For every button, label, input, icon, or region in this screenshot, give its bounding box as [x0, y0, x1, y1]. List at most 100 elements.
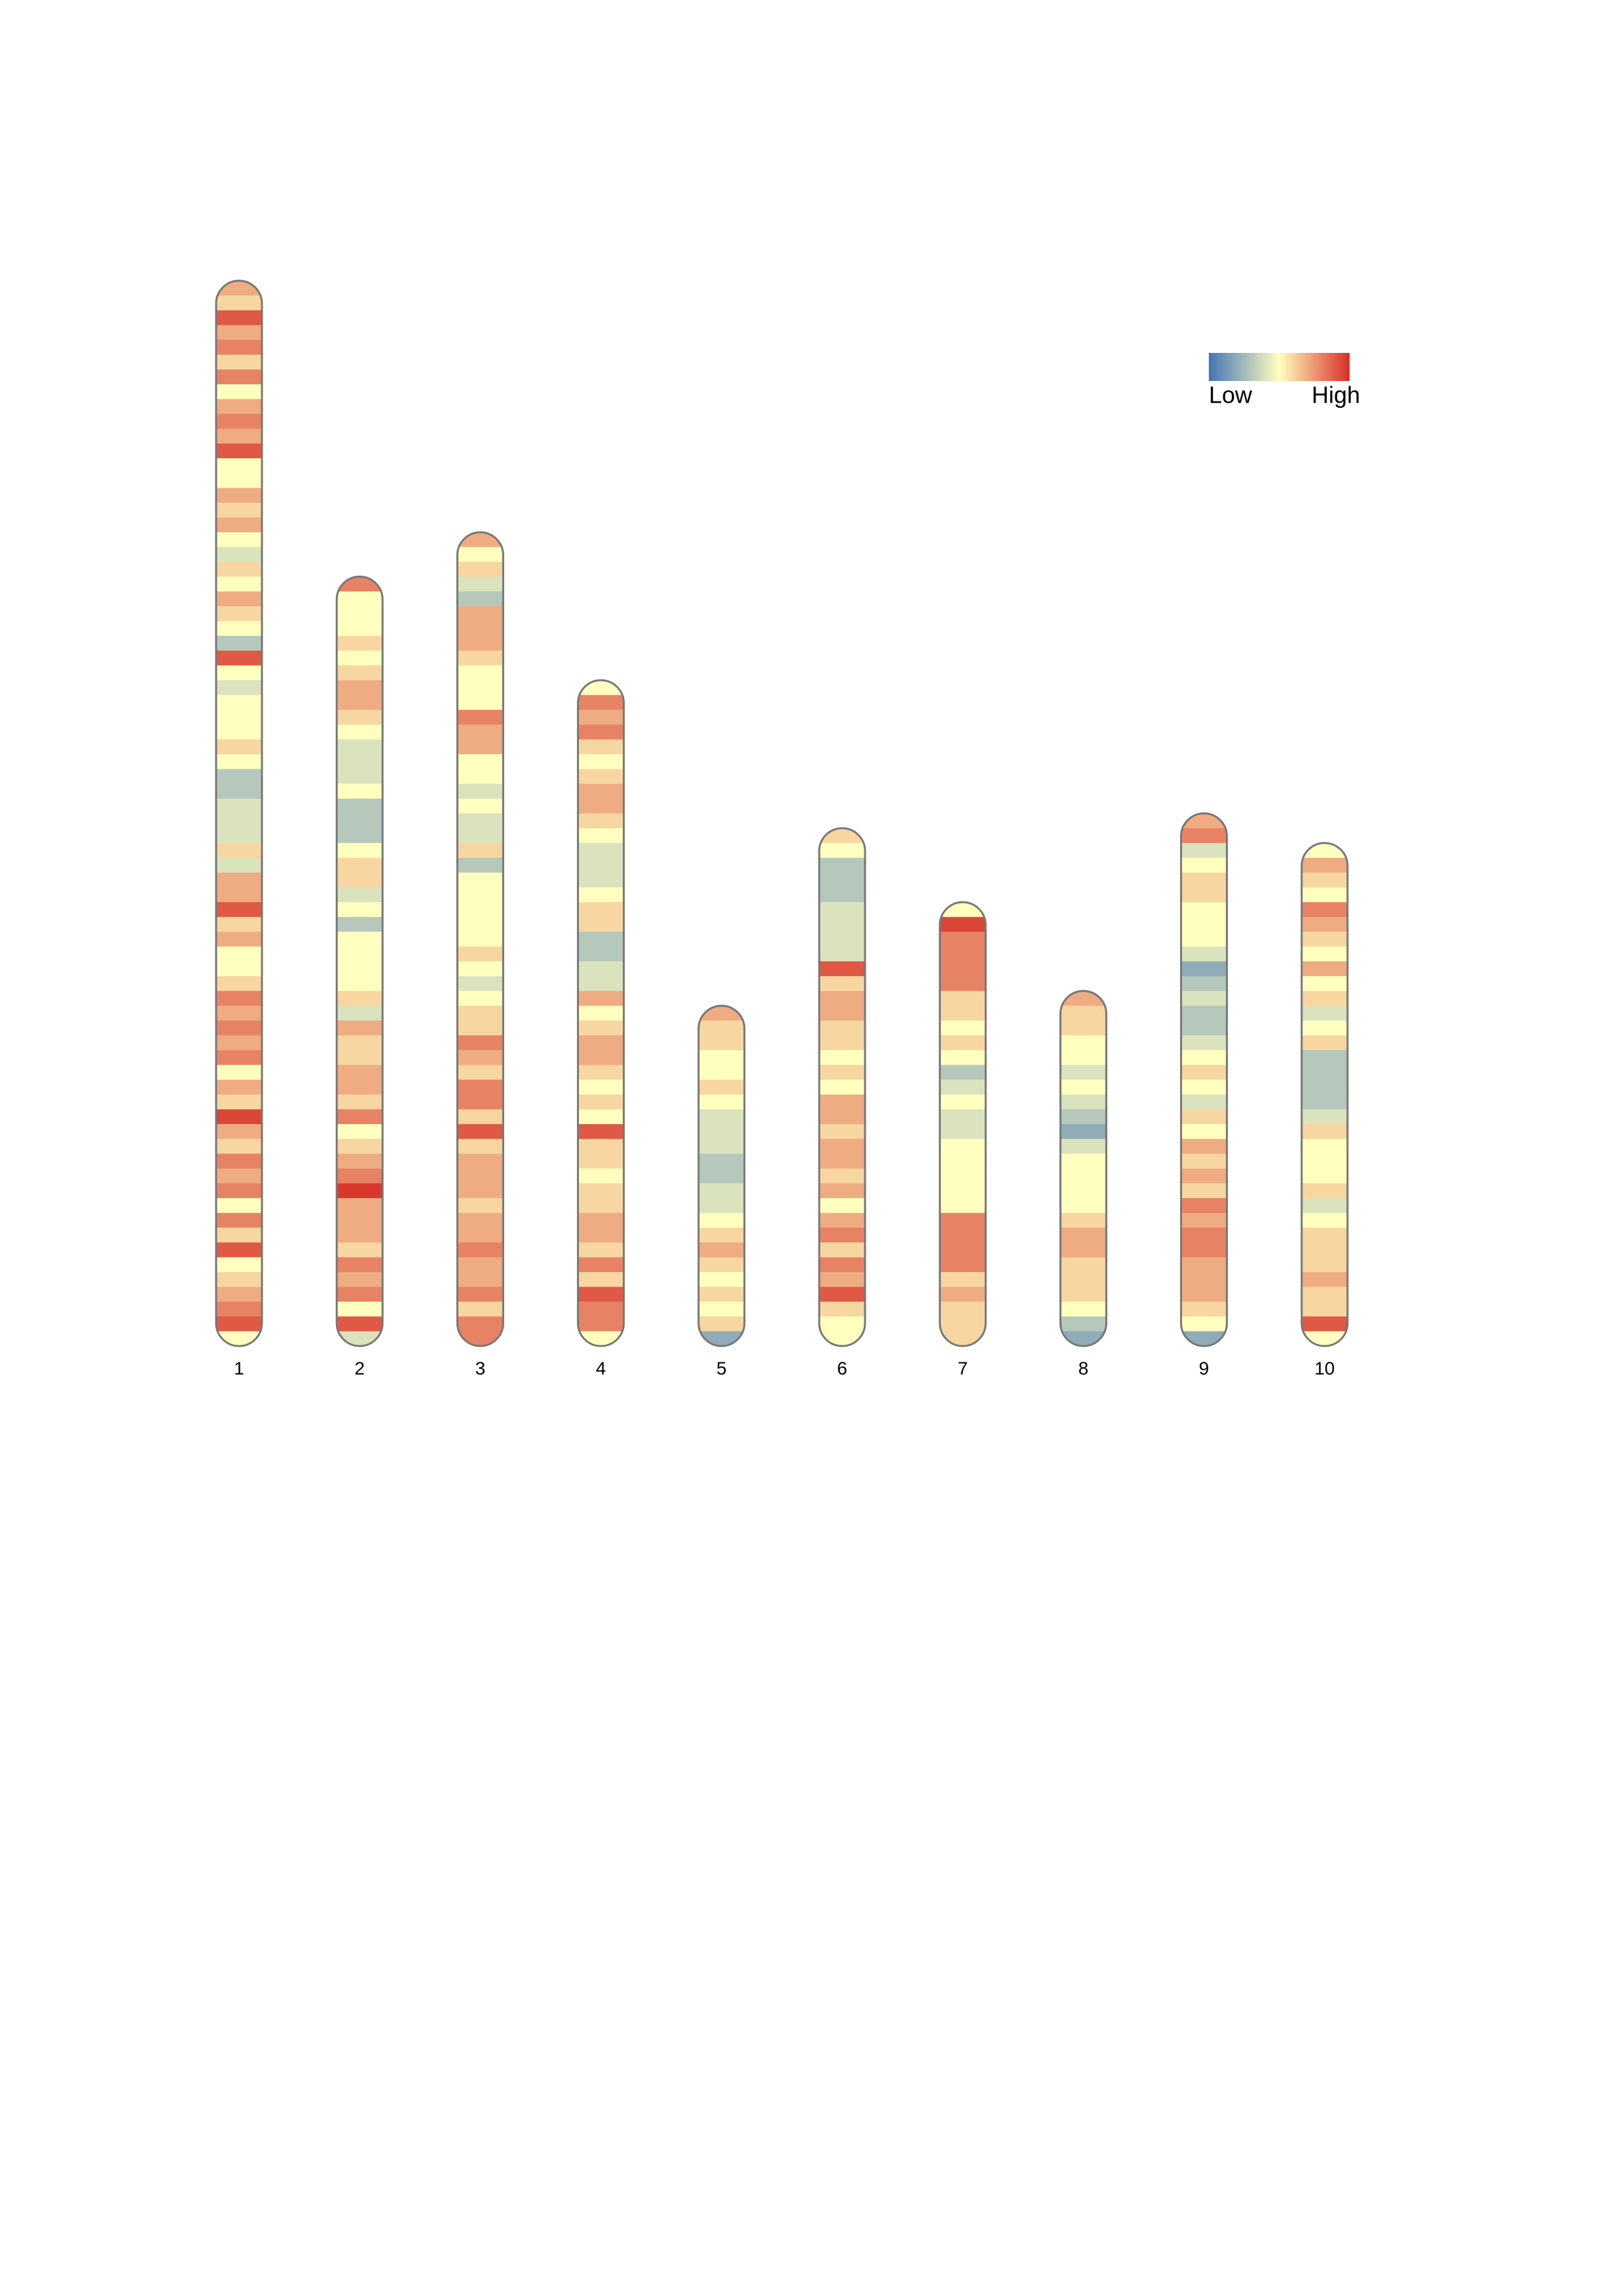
density-bin [578, 991, 624, 1006]
density-bin [457, 547, 504, 562]
density-bin [578, 1020, 624, 1036]
density-bin [940, 1139, 986, 1154]
density-bin [337, 917, 383, 932]
density-bin [819, 1050, 865, 1066]
density-bin [940, 1020, 986, 1036]
density-bin [1181, 976, 1227, 992]
density-bin [1181, 1050, 1227, 1066]
density-bin [819, 1109, 865, 1125]
density-bin [1301, 1109, 1348, 1125]
density-bin [1060, 1109, 1107, 1125]
chromosome-label: 5 [716, 1358, 727, 1378]
density-bin [457, 710, 504, 725]
density-bin [337, 606, 383, 622]
density-bin [1181, 932, 1227, 947]
density-bin [940, 1272, 986, 1288]
density-bin [940, 946, 986, 962]
density-bin [578, 769, 624, 784]
density-bin [578, 1286, 624, 1302]
density-bin [216, 828, 262, 844]
density-bin [940, 1183, 986, 1199]
density-bin [578, 828, 624, 844]
chromosome-outline [577, 679, 625, 1347]
density-bin [1301, 1050, 1348, 1066]
density-bin [1060, 1183, 1107, 1199]
density-bin [457, 1139, 504, 1154]
density-bin [819, 1212, 865, 1228]
density-bin [216, 517, 262, 533]
density-bin [819, 1272, 865, 1288]
density-bin [578, 739, 624, 755]
density-bin [457, 665, 504, 681]
density-bin [216, 1065, 262, 1080]
density-bin [578, 1080, 624, 1095]
density-bin [578, 1168, 624, 1184]
density-bin [337, 946, 383, 962]
density-bin [578, 961, 624, 977]
density-bin [216, 310, 262, 326]
density-bin [216, 1212, 262, 1228]
density-bin [578, 798, 624, 814]
density-bin [216, 1154, 262, 1169]
density-bin [457, 1080, 504, 1095]
density-bin [819, 1094, 865, 1110]
density-bin [457, 739, 504, 755]
density-bin [819, 976, 865, 992]
density-bin [337, 710, 383, 725]
density-bin [940, 1006, 986, 1021]
density-bin [216, 1272, 262, 1288]
density-bin [1060, 1212, 1107, 1228]
density-bin [216, 443, 262, 459]
density-bin [457, 961, 504, 977]
legend-high-label: High [1312, 382, 1360, 409]
density-bin [1181, 1242, 1227, 1258]
density-bin [1301, 902, 1348, 918]
density-bin [1181, 902, 1227, 918]
density-bin [1060, 1286, 1107, 1302]
chromosome-outline [1059, 990, 1107, 1347]
density-bin [698, 1198, 745, 1214]
density-bin [1060, 1065, 1107, 1080]
density-bin [819, 1242, 865, 1258]
density-bin [1181, 1139, 1227, 1154]
density-bin [337, 872, 383, 888]
density-bin [216, 932, 262, 947]
density-bin [578, 887, 624, 903]
density-bin [1181, 1080, 1227, 1095]
density-bin [216, 650, 262, 666]
density-bin [457, 902, 504, 918]
density-bin [457, 650, 504, 666]
density-bin [337, 1257, 383, 1273]
density-bin [1181, 1212, 1227, 1228]
density-bin [698, 1035, 745, 1051]
density-bin [819, 1020, 865, 1036]
chromosome [578, 680, 624, 1346]
density-bin [216, 946, 262, 962]
density-bin [698, 1139, 745, 1154]
density-bin [216, 458, 262, 474]
density-bin [337, 887, 383, 903]
density-bin [578, 1154, 624, 1169]
density-bin [1301, 991, 1348, 1006]
density-bin [457, 872, 504, 888]
density-bin [337, 1124, 383, 1140]
density-bin [698, 1272, 745, 1288]
density-bin [1301, 1212, 1348, 1228]
density-bin [698, 1286, 745, 1302]
density-bin [337, 843, 383, 858]
density-bin [578, 1065, 624, 1080]
chromosome [216, 280, 262, 1346]
legend-low-label: Low [1209, 382, 1253, 409]
density-bin [216, 695, 262, 710]
density-bin [337, 754, 383, 770]
density-bin [457, 621, 504, 636]
density-bin [337, 665, 383, 681]
density-bin [578, 843, 624, 858]
density-bin [457, 1183, 504, 1199]
density-bin [457, 636, 504, 651]
density-bin [457, 1035, 504, 1051]
density-bin [216, 739, 262, 755]
density-bin [940, 1228, 986, 1243]
density-bin [337, 858, 383, 873]
